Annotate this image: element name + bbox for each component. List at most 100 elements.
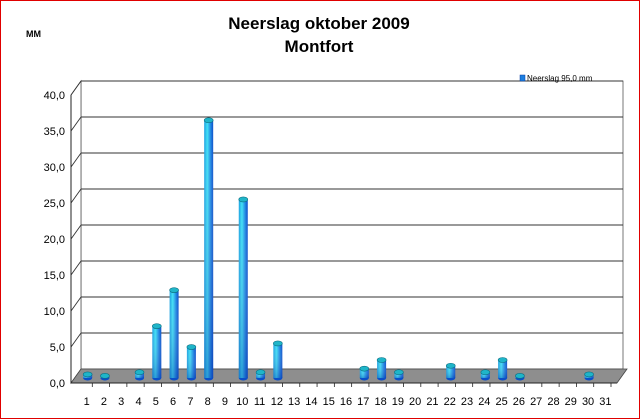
bar	[152, 323, 162, 381]
bar	[82, 371, 93, 381]
bar	[497, 357, 508, 381]
bar	[480, 369, 491, 381]
bar-cap	[82, 371, 93, 378]
x-tick-label: 26	[513, 396, 525, 408]
x-tick-label: 18	[374, 396, 386, 408]
bar	[394, 369, 404, 381]
y-tick-label: 10,0	[44, 306, 65, 318]
bar-cap	[152, 323, 162, 329]
gridlines	[70, 80, 623, 348]
y-tick-label: 40,0	[44, 90, 65, 102]
bar-cap	[186, 344, 197, 350]
x-tick-label: 20	[409, 396, 421, 408]
bars	[82, 117, 594, 381]
gridline-side	[70, 332, 82, 348]
x-tick-label: 19	[392, 396, 404, 408]
bar-shade	[359, 368, 369, 378]
x-tick-label: 30	[582, 396, 594, 408]
x-tick-label: 12	[271, 396, 283, 408]
bar-shade	[377, 360, 387, 378]
y-tick-label: 5,0	[50, 342, 65, 354]
bar-shade	[204, 120, 214, 379]
bar-cap	[480, 369, 491, 376]
chart-title: Neerslag oktober 2009	[228, 14, 409, 33]
bar-cap	[394, 369, 404, 376]
bar	[359, 365, 370, 381]
x-tick-label: 4	[135, 396, 141, 408]
bar	[238, 196, 249, 381]
bar-shade	[480, 372, 490, 378]
x-tick-label: 17	[357, 396, 369, 408]
y-tick-label: 0,0	[50, 378, 65, 390]
bar	[255, 369, 266, 381]
bar-cap	[238, 196, 249, 203]
x-tick-label: 9	[222, 396, 228, 408]
bar-shade	[273, 343, 283, 378]
bar	[515, 373, 525, 381]
bar-cap	[255, 369, 266, 376]
x-tick-label: 5	[153, 396, 159, 408]
y-tick-label: 25,0	[44, 198, 65, 210]
bar-cap	[273, 340, 283, 347]
x-tick-label: 31	[599, 396, 611, 408]
bar	[203, 117, 214, 381]
x-tick-label: 21	[426, 396, 438, 408]
bar-cap	[203, 117, 214, 124]
y-axis-ticks: 0,0 5,0 10,0 15,0 20,0 25,0 30,0 35,0 40,0	[44, 90, 65, 390]
gridline-side	[70, 260, 82, 276]
y-tick-label: 15,0	[44, 270, 65, 282]
bar-shade	[186, 347, 196, 378]
bar	[273, 340, 283, 381]
bar-shade	[152, 326, 162, 378]
y-tick-label: 30,0	[44, 162, 65, 174]
legend-label: Neerslag 95,0 mm	[527, 74, 593, 83]
bar-cap	[134, 369, 145, 376]
x-tick-label: 7	[187, 396, 193, 408]
x-tick-label: 27	[530, 396, 542, 408]
y-tick-label: 20,0	[44, 234, 65, 246]
bar-cap	[100, 373, 110, 379]
bar-shade	[169, 290, 179, 378]
x-tick-label: 3	[118, 396, 124, 408]
bar-cap	[584, 371, 594, 378]
bar-cap	[515, 373, 525, 379]
bar	[134, 369, 145, 381]
x-tick-label: 16	[340, 396, 352, 408]
gridline-side	[70, 224, 82, 240]
y-axis-unit: MM	[26, 29, 41, 39]
bar	[584, 371, 594, 381]
x-tick-label: 1	[84, 396, 90, 408]
axes	[70, 95, 617, 384]
x-tick-label: 14	[305, 396, 317, 408]
gridline-side	[70, 296, 82, 312]
x-tick-label: 8	[205, 396, 211, 408]
x-tick-label: 25	[495, 396, 507, 408]
x-tick-label: 2	[101, 396, 107, 408]
bar-shade	[238, 199, 248, 378]
x-tick-label: 29	[565, 396, 577, 408]
chart-subtitle: Montfort	[285, 37, 354, 56]
bar-shade	[135, 372, 145, 378]
bar	[186, 344, 197, 381]
x-tick-label: 11	[254, 396, 265, 408]
bar-shade	[256, 372, 266, 378]
bar	[169, 287, 179, 381]
bar-cap	[497, 357, 508, 363]
legend-swatch	[519, 74, 526, 82]
x-tick-label: 23	[461, 396, 473, 408]
x-tick-label: 13	[288, 396, 300, 408]
x-tick-label: 10	[236, 396, 248, 408]
bar	[445, 362, 456, 381]
x-tick-label: 22	[444, 396, 456, 408]
bar	[100, 373, 110, 381]
legend: Neerslag 95,0 mm	[519, 74, 593, 83]
bar-cap	[359, 365, 370, 372]
gridline-side	[70, 80, 82, 96]
bar-shade	[498, 360, 508, 378]
gridline-side	[70, 152, 82, 168]
x-tick-label: 28	[547, 396, 559, 408]
bar-shade	[446, 365, 456, 378]
gridline-side	[70, 116, 82, 132]
